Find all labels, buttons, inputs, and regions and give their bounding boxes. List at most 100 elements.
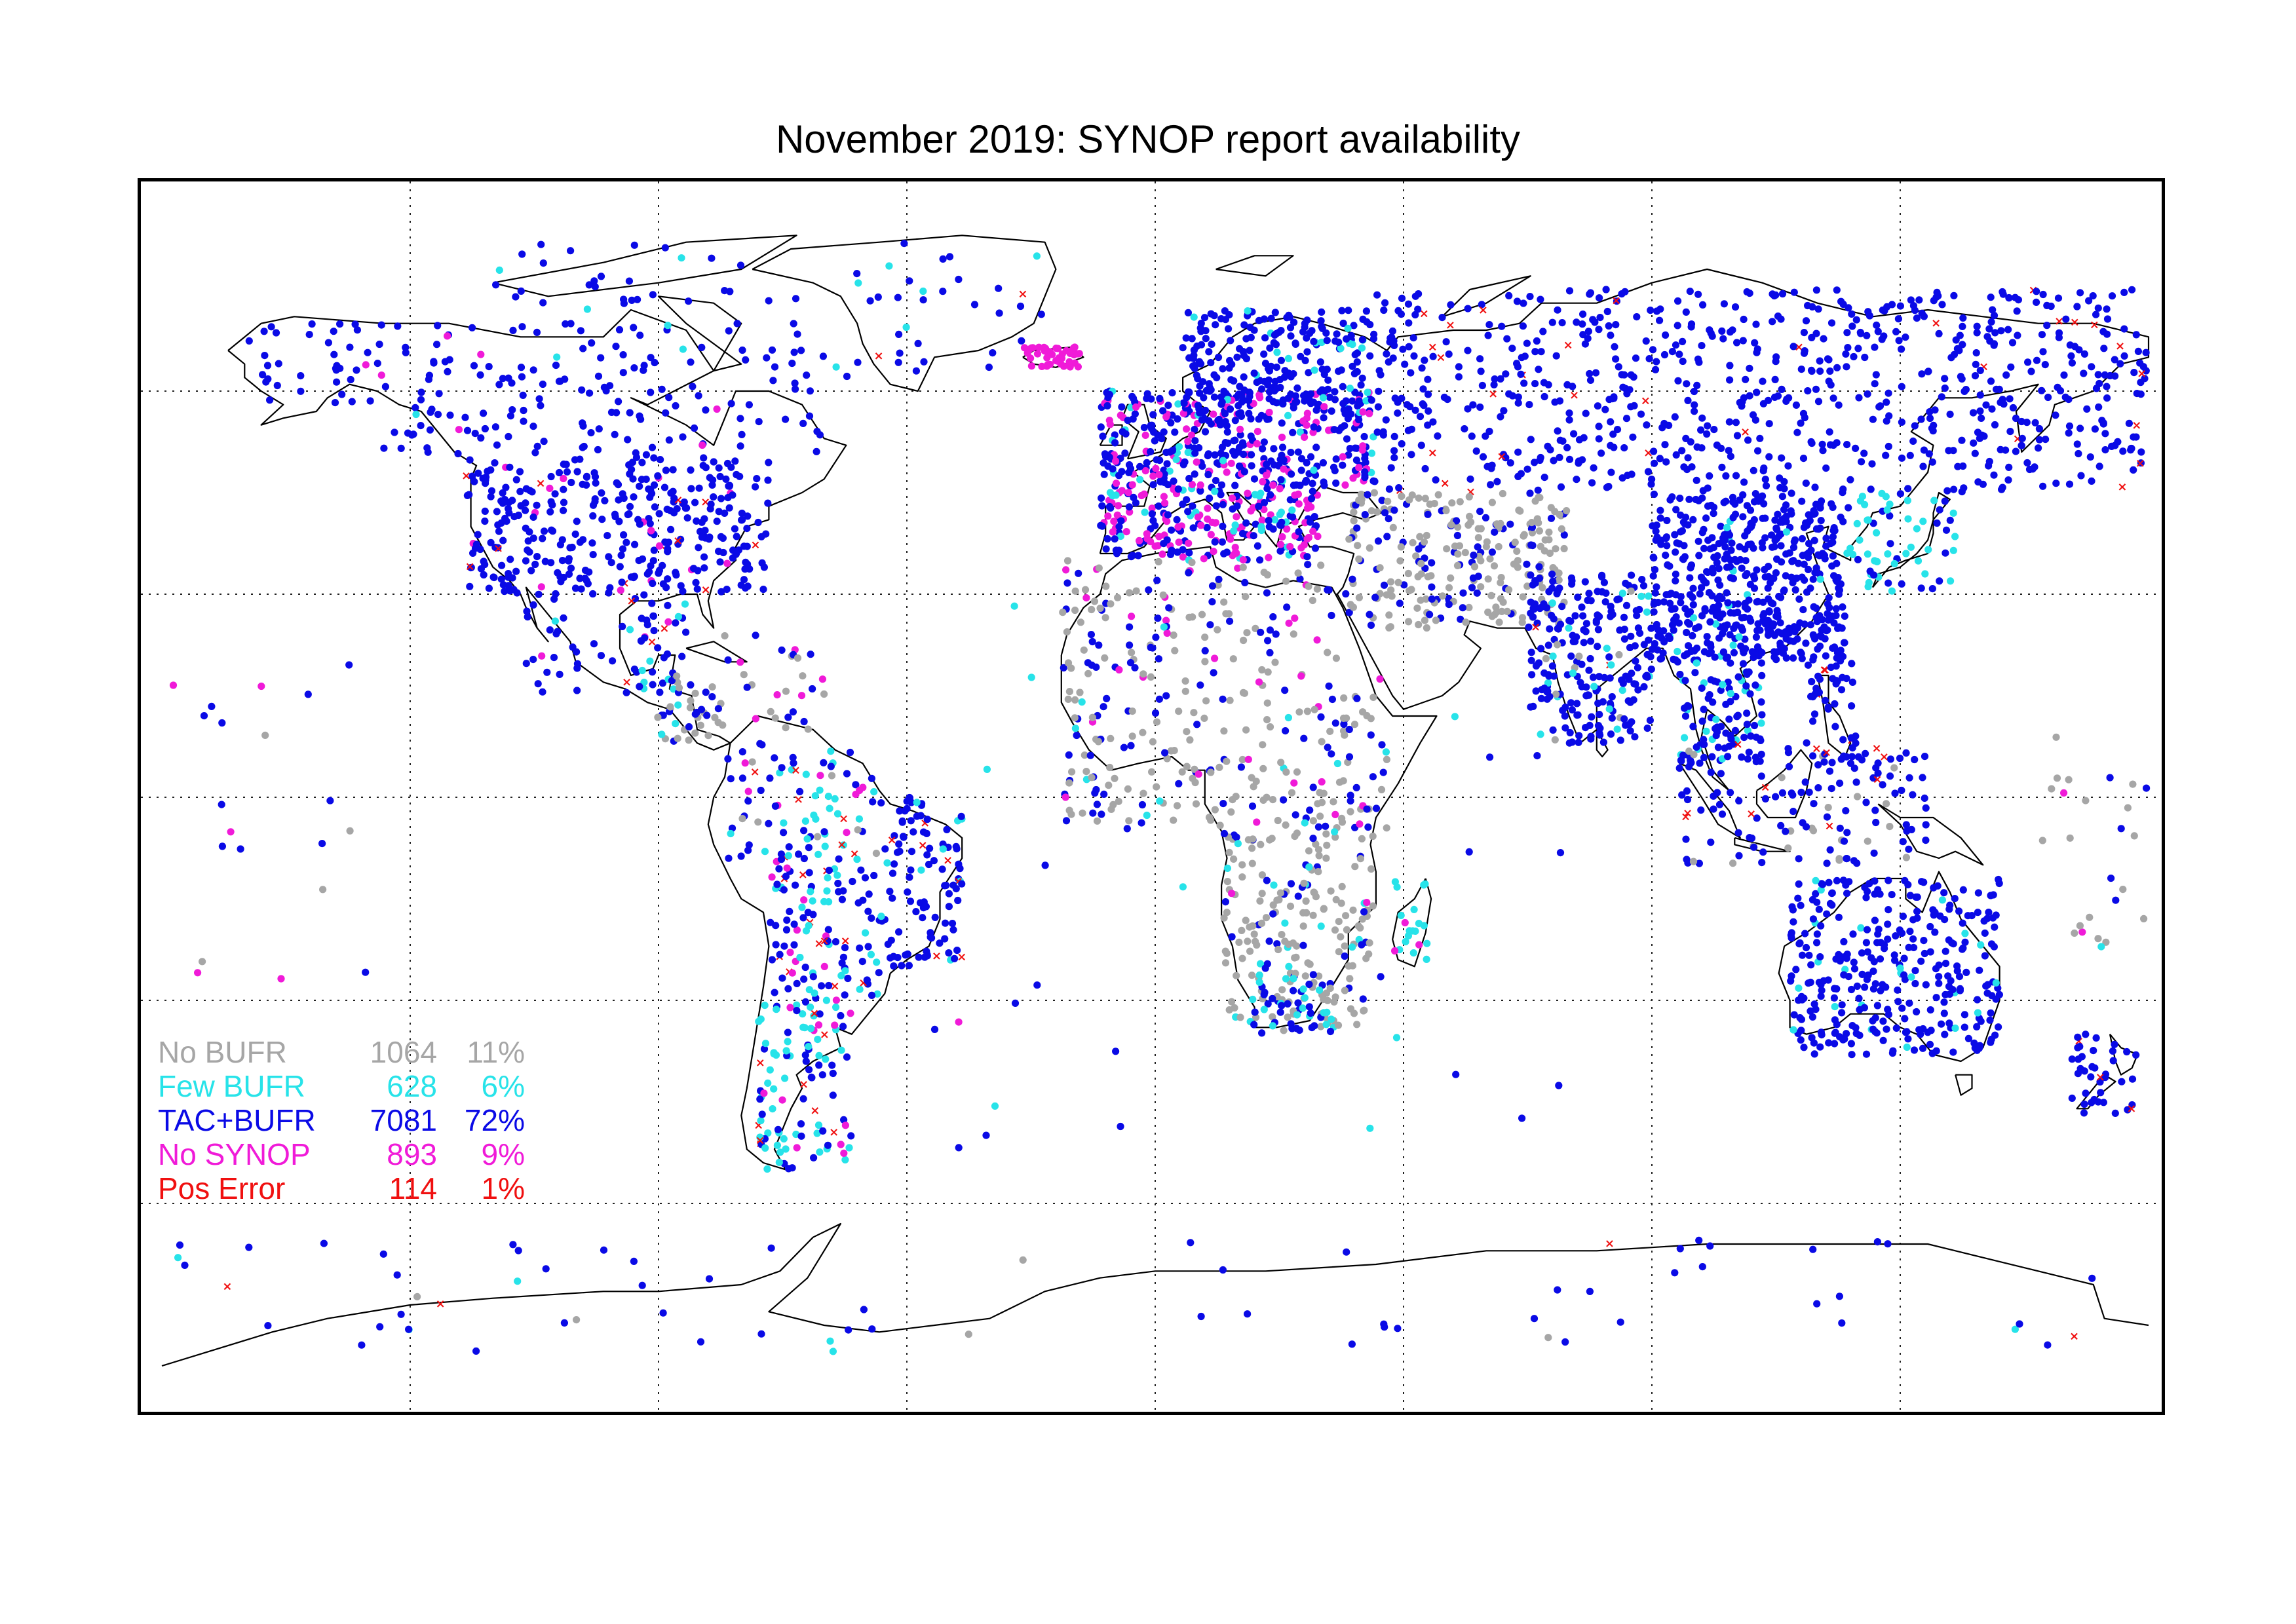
station-marker-tac-bufr (1579, 331, 1587, 339)
station-marker-few-bufr (780, 819, 788, 827)
station-marker-tac-bufr (1662, 331, 1670, 339)
station-marker-tac-bufr (1553, 590, 1561, 597)
station-marker-tac-bufr (1710, 510, 1717, 518)
station-marker-no-synop (1278, 433, 1286, 442)
station-marker-tac-bufr (865, 890, 873, 898)
station-marker-tac-bufr (505, 570, 512, 578)
station-marker-tac-bufr (1742, 557, 1750, 565)
station-marker-tac-bufr (923, 816, 931, 823)
station-marker-no-synop (617, 586, 624, 594)
station-marker-tac-bufr (2095, 463, 2103, 470)
station-marker-tac-bufr (1753, 345, 1761, 353)
station-marker-no-bufr (1327, 887, 1335, 895)
station-marker-no-synop (1259, 478, 1267, 485)
station-marker-few-bufr (1693, 659, 1700, 667)
station-marker-no-bufr (1784, 844, 1792, 852)
station-marker-pos-error: × (1746, 807, 1756, 821)
station-marker-tac-bufr (1269, 525, 1277, 533)
station-marker-tac-bufr (1105, 390, 1113, 398)
station-marker-tac-bufr (1788, 789, 1795, 797)
station-marker-tac-bufr (2080, 369, 2088, 377)
station-marker-tac-bufr (2042, 436, 2050, 444)
station-marker-tac-bufr (1351, 388, 1359, 396)
station-marker-tac-bufr (771, 802, 779, 810)
station-marker-tac-bufr (1060, 664, 1067, 671)
station-marker-tac-bufr (481, 507, 489, 515)
station-marker-tac-bufr (1764, 396, 1772, 404)
station-marker-tac-bufr (477, 565, 486, 573)
station-marker-tac-bufr (397, 444, 405, 452)
station-marker-tac-bufr (1191, 364, 1198, 372)
station-marker-tac-bufr (890, 860, 898, 868)
station-marker-tac-bufr (517, 364, 526, 371)
station-marker-tac-bufr (1862, 894, 1870, 901)
station-marker-tac-bufr (551, 490, 559, 498)
station-marker-pos-error: × (756, 1133, 765, 1147)
station-marker-tac-bufr (2099, 328, 2107, 335)
station-marker-tac-bufr (1508, 345, 1516, 352)
station-marker-no-synop (647, 527, 655, 535)
station-marker-few-bufr (825, 898, 833, 906)
station-marker-tac-bufr (619, 369, 627, 377)
station-marker-no-bufr (1338, 882, 1346, 890)
station-marker-tac-bufr (1363, 805, 1371, 813)
station-marker-tac-bufr (955, 275, 963, 284)
station-marker-tac-bufr (1353, 524, 1361, 532)
station-marker-tac-bufr (1100, 790, 1108, 798)
station-marker-no-synop (1155, 471, 1163, 479)
station-marker-tac-bufr (820, 828, 828, 836)
station-marker-tac-bufr (760, 1045, 769, 1053)
station-marker-tac-bufr (1586, 289, 1594, 297)
station-marker-tac-bufr (1765, 595, 1772, 603)
station-marker-tac-bufr (1309, 835, 1317, 842)
station-marker-tac-bufr (1913, 314, 1921, 322)
station-marker-tac-bufr (580, 442, 588, 451)
station-marker-no-bufr (1353, 1021, 1361, 1029)
station-marker-tac-bufr (729, 491, 737, 499)
station-marker-tac-bufr (1339, 461, 1347, 469)
station-marker-tac-bufr (1894, 998, 1902, 1006)
station-marker-tac-bufr (1185, 474, 1193, 483)
station-marker-tac-bufr (1288, 470, 1295, 478)
station-marker-few-bufr (832, 1003, 840, 1011)
station-marker-tac-bufr (1248, 803, 1257, 810)
station-marker-tac-bufr (1774, 648, 1782, 656)
station-marker-no-bufr (1305, 847, 1313, 855)
station-marker-no-bufr (1563, 507, 1571, 515)
station-marker-tac-bufr (1606, 700, 1615, 708)
station-marker-few-bufr (1977, 941, 1985, 949)
station-marker-tac-bufr (1673, 539, 1681, 547)
station-marker-no-bufr (1303, 708, 1311, 715)
station-marker-tac-bufr (849, 877, 856, 886)
station-marker-tac-bufr (1088, 637, 1096, 646)
station-marker-tac-bufr (1117, 517, 1125, 525)
station-marker-tac-bufr (1358, 941, 1366, 949)
station-marker-tac-bufr (636, 331, 644, 339)
station-marker-tac-bufr (261, 352, 269, 360)
station-marker-no-bufr (1189, 613, 1196, 621)
station-marker-no-bufr (1221, 947, 1229, 955)
station-marker-tac-bufr (727, 400, 735, 407)
station-marker-tac-bufr (1537, 348, 1545, 356)
station-marker-tac-bufr (1986, 337, 1994, 345)
station-marker-tac-bufr (1455, 373, 1463, 381)
station-marker-tac-bufr (1822, 464, 1830, 472)
station-marker-tac-bufr (488, 487, 496, 495)
station-marker-tac-bufr (583, 576, 590, 585)
station-marker-no-bufr (872, 850, 880, 858)
station-marker-no-synop (1276, 540, 1284, 548)
station-marker-tac-bufr (1756, 434, 1764, 442)
station-marker-tac-bufr (919, 296, 927, 304)
station-marker-tac-bufr (1837, 514, 1845, 521)
station-marker-tac-bufr (1941, 916, 1949, 924)
station-marker-tac-bufr (1579, 612, 1587, 620)
station-marker-no-bufr (1317, 1023, 1325, 1030)
station-marker-tac-bufr (1736, 496, 1744, 504)
station-marker-pos-error: × (1569, 388, 1579, 402)
station-marker-tac-bufr (1976, 391, 1984, 399)
station-marker-tac-bufr (470, 478, 478, 485)
station-marker-tac-bufr (1832, 605, 1840, 613)
station-marker-no-synop (1162, 616, 1170, 624)
station-marker-tac-bufr (1778, 385, 1786, 393)
station-marker-tac-bufr (663, 650, 671, 658)
